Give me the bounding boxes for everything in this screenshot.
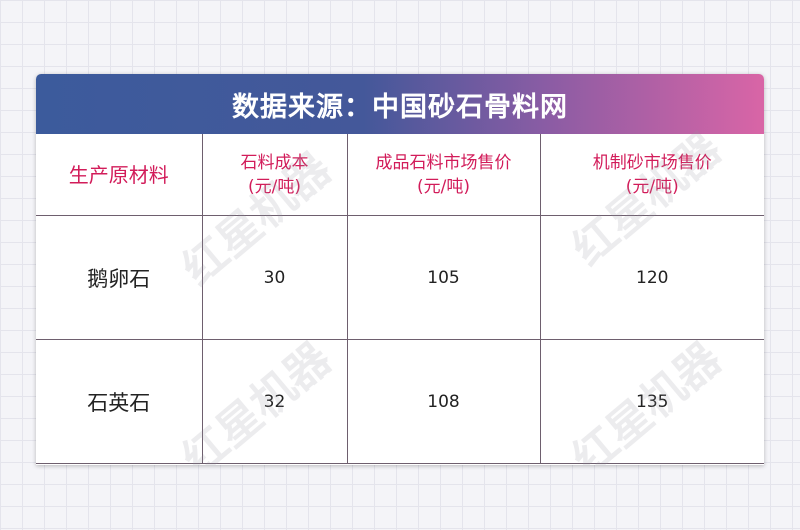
- header-label: 生产原材料: [68, 162, 169, 187]
- cell-material: 鹅卵石: [36, 215, 203, 340]
- header-stone-cost: 石料成本 (元/吨): [201, 134, 348, 216]
- header-label: 石料成本: [240, 152, 309, 173]
- header-row: 生产原材料 石料成本 (元/吨) 成品石料市场售价 (元/吨) 机制砂市场售价 (元/…: [36, 134, 764, 216]
- cell-stone-cost: 30: [201, 215, 348, 340]
- header-material: 生产原材料: [36, 134, 203, 216]
- price-table: 生产原材料 石料成本 (元/吨) 成品石料市场售价 (元/吨) 机制砂市场售价 (元/…: [36, 134, 764, 464]
- cell-material: 石英石: [36, 339, 203, 464]
- header-label: 成品石料市场售价: [375, 152, 512, 173]
- header-sand-price: 机制砂市场售价 (元/吨): [539, 134, 764, 216]
- header-unit: (元/吨): [417, 176, 470, 197]
- price-table-card: 数据来源：中国砂石骨料网 生产原材料 石料成本 (元/吨) 成品石料市场售价 (元/…: [36, 74, 764, 465]
- header-unit: (元/吨): [248, 176, 301, 197]
- cell-aggregate-price: 105: [346, 215, 541, 340]
- header-label: 机制砂市场售价: [592, 152, 712, 173]
- cell-stone-cost: 32: [201, 339, 348, 464]
- header-unit: (元/吨): [625, 176, 679, 197]
- cell-aggregate-price: 108: [346, 339, 541, 464]
- cell-sand-price: 135: [539, 339, 764, 464]
- table-row: 鹅卵石 30 105 120: [36, 215, 764, 340]
- header-aggregate-price: 成品石料市场售价 (元/吨): [346, 134, 541, 216]
- table-row: 石英石 32 108 135: [36, 339, 764, 464]
- cell-sand-price: 120: [539, 215, 764, 340]
- source-banner: 数据来源：中国砂石骨料网: [36, 74, 764, 134]
